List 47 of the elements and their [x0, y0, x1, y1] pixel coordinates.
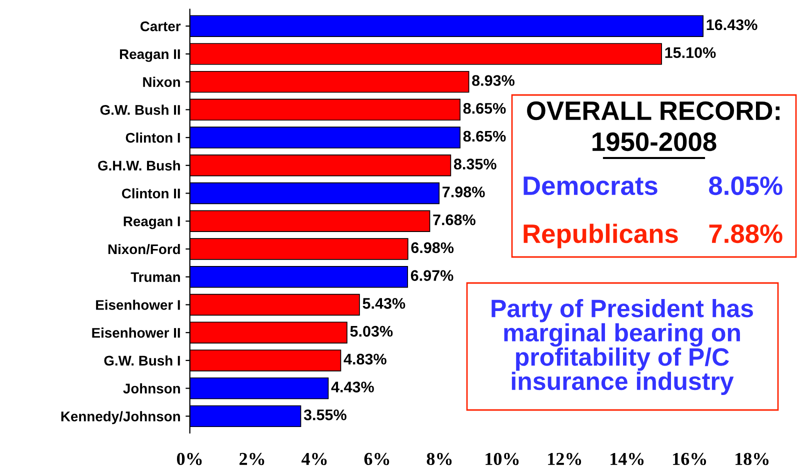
y-tick-label: G.W. Bush I [104, 355, 180, 366]
y-tick-label: G.H.W. Bush [98, 160, 180, 171]
data-label: 8.35% [454, 158, 496, 170]
annotation: Democrats [524, 176, 658, 196]
data-label: 15.10% [665, 47, 716, 58]
data-label: 16.43% [706, 19, 758, 30]
data-label: 7.98% [442, 186, 485, 198]
data-label: 7.68% [433, 214, 476, 226]
annotation: Party of President has marginal bearing on profitability of P/C insurance industry [492, 298, 753, 396]
data-label: 5.03% [350, 326, 393, 337]
y-tick-label: Nixon/Ford [108, 244, 180, 254]
data-label: 5.43% [362, 298, 406, 309]
data-label: 4.83% [344, 354, 386, 365]
x-tick-label: 12% [548, 452, 582, 466]
data-label: 3.55% [304, 409, 346, 420]
y-tick-label: G.W. Bush II [100, 104, 180, 115]
y-tick-label: Clinton I [126, 132, 180, 143]
annotation: 8.05% [709, 176, 782, 196]
y-tick-label: Johnson [123, 383, 180, 394]
y-tick-label: Reagan I [124, 216, 180, 230]
y-tick-label: Nixon [143, 76, 180, 87]
data-label: 6.97% [410, 270, 454, 281]
x-tick-label: 18% [736, 452, 768, 466]
data-label: 4.43% [331, 382, 374, 392]
y-tick-label: Truman [130, 272, 180, 282]
data-label: 6.98% [411, 242, 454, 254]
y-tick-label: Eisenhower II [92, 328, 180, 338]
data-label: 8.93% [472, 75, 514, 86]
x-tick-label: 16% [673, 452, 706, 466]
y-tick-label: Kennedy/Johnson [61, 411, 180, 424]
annotation: OVERALL RECORD: [527, 101, 780, 120]
x-tick-label: 0% [176, 452, 202, 466]
y-tick-label: Carter [140, 21, 181, 32]
annotation: 1950-2008 [592, 132, 716, 152]
y-tick-label: Clinton II [122, 188, 180, 198]
annotation: 7.88% [709, 224, 782, 244]
x-tick-label: 2% [240, 452, 264, 466]
x-tick-label: 10% [486, 452, 519, 466]
annotation: Republicans [524, 224, 678, 248]
y-tick-label: Reagan II [120, 49, 180, 62]
x-tick-label: 6% [364, 452, 390, 466]
y-tick-label: Eisenhower I [96, 300, 180, 310]
x-tick-label: 8% [426, 452, 452, 466]
data-label: 8.65% [463, 130, 506, 142]
data-label: 8.65% [463, 102, 506, 114]
x-tick-label: 4% [302, 452, 327, 466]
x-tick-label: 14% [610, 452, 644, 466]
